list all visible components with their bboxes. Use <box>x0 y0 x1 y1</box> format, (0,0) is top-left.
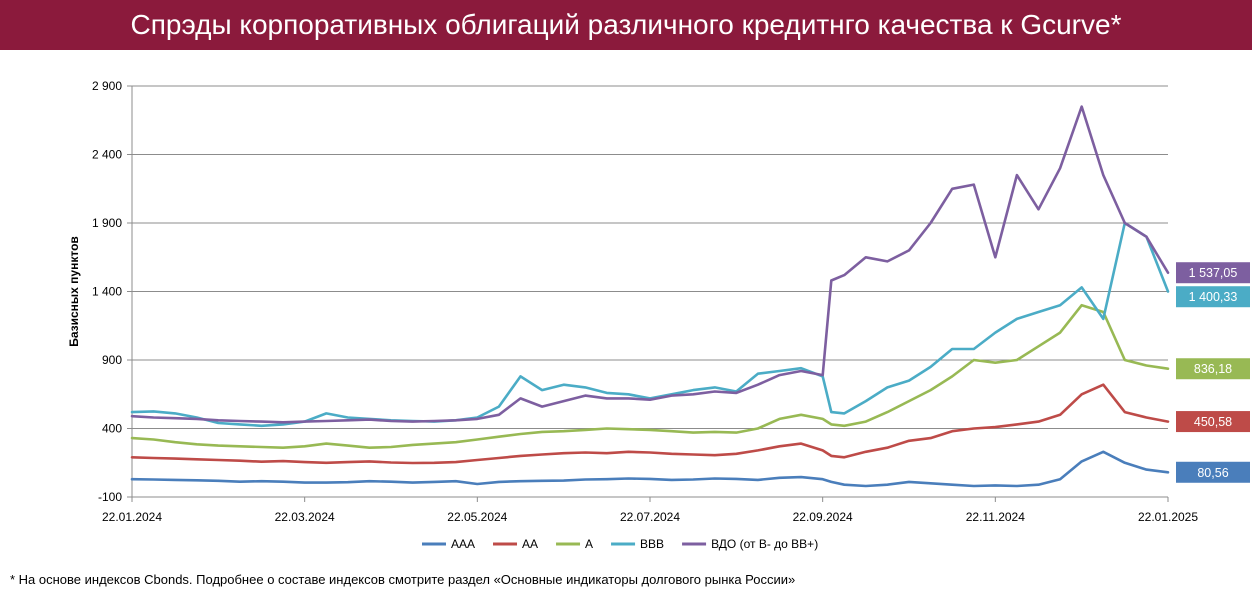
x-tick-label: 22.05.2024 <box>447 510 507 524</box>
x-tick-label: 22.03.2024 <box>275 510 335 524</box>
legend-label-0: AAA <box>451 537 475 551</box>
x-tick-label: 22.01.2025 <box>1138 510 1198 524</box>
footnote: * На основе индексов Cbonds. Подробнее о… <box>10 572 796 587</box>
series-line-4 <box>130 105 1170 424</box>
y-tick-label: 2 400 <box>92 148 122 162</box>
end-label-0: 80,56 <box>1197 466 1228 480</box>
end-label-4: 1 537,05 <box>1189 266 1238 280</box>
legend-label-1: AA <box>522 537 538 551</box>
chart-title-bar: Спрэды корпоративных облигаций различног… <box>0 0 1252 50</box>
y-axis-label: Базисных пунктов <box>67 236 81 347</box>
series-line-3 <box>130 221 1170 428</box>
end-label-3: 1 400,33 <box>1189 290 1238 304</box>
legend-label-4: ВДО (от B- до BB+) <box>711 537 818 551</box>
x-tick-label: 22.11.2024 <box>966 510 1025 524</box>
x-tick-label: 22.01.2024 <box>102 510 162 524</box>
end-label-box-1 <box>1176 411 1250 433</box>
end-label-box-2 <box>1176 358 1250 380</box>
y-tick-label: 2 900 <box>92 79 122 93</box>
series-line-2 <box>130 303 1170 450</box>
legend-label-3: BBB <box>640 537 664 551</box>
y-tick-label: -100 <box>98 490 122 504</box>
end-label-box-4 <box>1176 262 1250 284</box>
end-label-box-3 <box>1176 286 1250 308</box>
y-tick-label: 400 <box>102 422 122 436</box>
legend-label-2: A <box>585 537 593 551</box>
x-tick-label: 22.07.2024 <box>620 510 680 524</box>
end-label-box-0 <box>1176 461 1250 483</box>
y-tick-label: 1 400 <box>92 285 122 299</box>
end-label-2: 836,18 <box>1194 362 1232 376</box>
y-tick-label: 1 900 <box>92 216 122 230</box>
end-label-1: 450,58 <box>1194 415 1232 429</box>
chart-title: Спрэды корпоративных облигаций различног… <box>130 9 1122 40</box>
series-line-0 <box>130 450 1170 488</box>
series-line-1 <box>130 383 1170 465</box>
y-tick-label: 900 <box>102 353 122 367</box>
x-tick-label: 22.09.2024 <box>793 510 853 524</box>
